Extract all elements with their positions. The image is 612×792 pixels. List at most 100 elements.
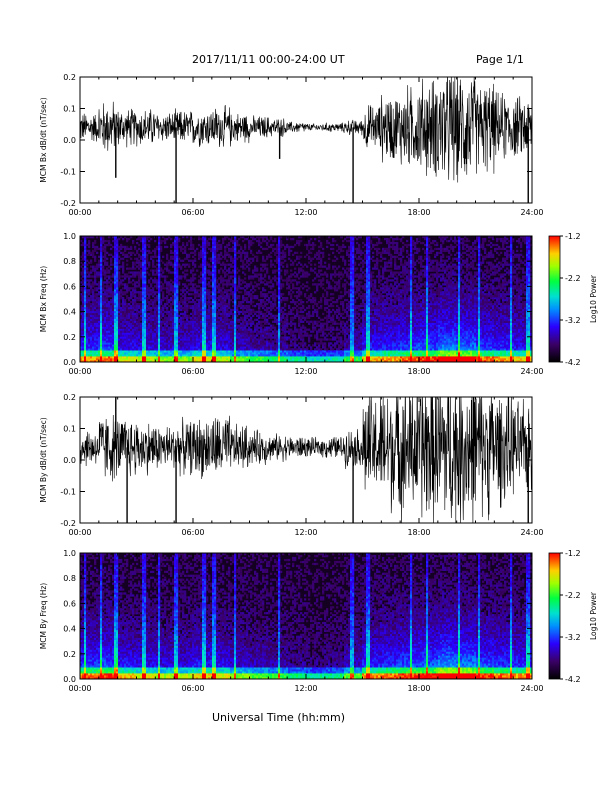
heatmap-cell: [222, 300, 225, 304]
heatmap-cell: [92, 285, 95, 288]
heatmap-cell: [106, 346, 109, 349]
heatmap-cell: [176, 285, 179, 288]
heatmap-cell: [246, 287, 249, 290]
heatmap-cell: [252, 356, 255, 359]
heatmap-cell: [118, 340, 121, 343]
heatmap-cell: [228, 279, 231, 282]
heatmap-cell: [224, 257, 227, 260]
heatmap-cell: [94, 271, 97, 274]
heatmap-cell: [144, 291, 147, 294]
heatmap-cell: [116, 350, 119, 353]
heatmap-cell: [242, 249, 245, 253]
heatmap-cell: [166, 334, 169, 337]
heatmap-cell: [234, 346, 237, 349]
heatmap-cell: [184, 275, 187, 278]
heatmap-cell: [116, 237, 119, 241]
heatmap-cell: [144, 259, 147, 262]
heatmap-cell: [104, 348, 107, 351]
heatmap-cell: [126, 283, 129, 286]
heatmap-cell: [200, 338, 203, 341]
heatmap-cell: [282, 265, 285, 268]
heatmap-cell: [244, 326, 247, 329]
heatmap-cell: [198, 275, 201, 278]
heatmap-cell: [274, 293, 277, 296]
heatmap-cell: [174, 358, 177, 361]
heatmap-cell: [218, 289, 221, 292]
heatmap-cell: [110, 293, 113, 296]
heatmap-cell: [190, 328, 193, 331]
heatmap-cell: [136, 306, 139, 310]
heatmap-cell: [204, 251, 207, 255]
heatmap-cell: [266, 308, 269, 312]
heatmap-cell: [104, 281, 107, 284]
heatmap-cell: [148, 239, 151, 243]
heatmap-cell: [256, 322, 259, 325]
heatmap-cell: [142, 318, 145, 321]
heatmap-cell: [210, 300, 213, 304]
heatmap-cell: [110, 326, 113, 329]
heatmap-cell: [138, 318, 141, 321]
heatmap-cell: [174, 271, 177, 274]
heatmap-cell: [122, 330, 125, 333]
heatmap-cell: [262, 293, 265, 296]
heatmap-cell: [150, 334, 153, 337]
heatmap-cell: [94, 322, 97, 325]
heatmap-cell: [214, 279, 217, 282]
heatmap-cell: [88, 239, 91, 243]
heatmap-cell: [230, 336, 233, 339]
heatmap-cell: [168, 346, 171, 349]
heatmap-cell: [170, 356, 173, 359]
heatmap-cell: [234, 299, 237, 302]
heatmap-cell: [210, 344, 213, 347]
heatmap-cell: [278, 236, 281, 239]
heatmap-cell: [138, 291, 141, 294]
heatmap-cell: [204, 275, 207, 278]
heatmap-cell: [116, 285, 119, 288]
heatmap-cell: [90, 332, 93, 335]
heatmap-cell: [118, 281, 121, 284]
heatmap-cell: [110, 350, 113, 353]
heatmap-cell: [102, 310, 105, 314]
heatmap-cell: [214, 263, 217, 266]
heatmap-cell: [170, 312, 173, 316]
heatmap-cell: [100, 277, 103, 280]
heatmap-cell: [272, 299, 275, 302]
heatmap-cell: [212, 253, 215, 256]
heatmap-cell: [158, 267, 161, 270]
heatmap-cell: [220, 356, 223, 359]
heatmap-cell: [114, 299, 117, 302]
heatmap-cell: [210, 350, 213, 353]
heatmap-cell: [226, 281, 229, 284]
heatmap-cell: [132, 265, 135, 268]
heatmap-cell: [206, 261, 209, 264]
heatmap-cell: [200, 328, 203, 331]
heatmap-cell: [142, 316, 145, 319]
heatmap-cell: [142, 302, 145, 306]
heatmap-cell: [116, 358, 119, 361]
heatmap-cell: [116, 348, 119, 351]
heatmap-cell: [102, 273, 105, 276]
heatmap-cell: [136, 291, 139, 294]
heatmap-cell: [254, 285, 257, 288]
heatmap-cell: [142, 342, 145, 345]
heatmap-cell: [168, 283, 171, 286]
heatmap-cell: [270, 304, 273, 308]
heatmap-cell: [258, 237, 261, 241]
heatmap-cell: [104, 263, 107, 266]
heatmap-cell: [200, 253, 203, 256]
heatmap-cell: [98, 340, 101, 343]
heatmap-cell: [82, 251, 85, 255]
heatmap-cell: [128, 322, 131, 325]
heatmap-cell: [202, 328, 205, 331]
heatmap-cell: [182, 332, 185, 335]
heatmap-cell: [206, 340, 209, 343]
heatmap-cell: [166, 356, 169, 359]
heatmap-cell: [164, 304, 167, 308]
heatmap-cell: [178, 346, 181, 349]
heatmap-cell: [246, 352, 249, 355]
heatmap-cell: [150, 324, 153, 327]
heatmap-cell: [156, 342, 159, 345]
heatmap-cell: [230, 291, 233, 294]
heatmap-cell: [86, 275, 89, 278]
heatmap-cell: [160, 241, 163, 245]
